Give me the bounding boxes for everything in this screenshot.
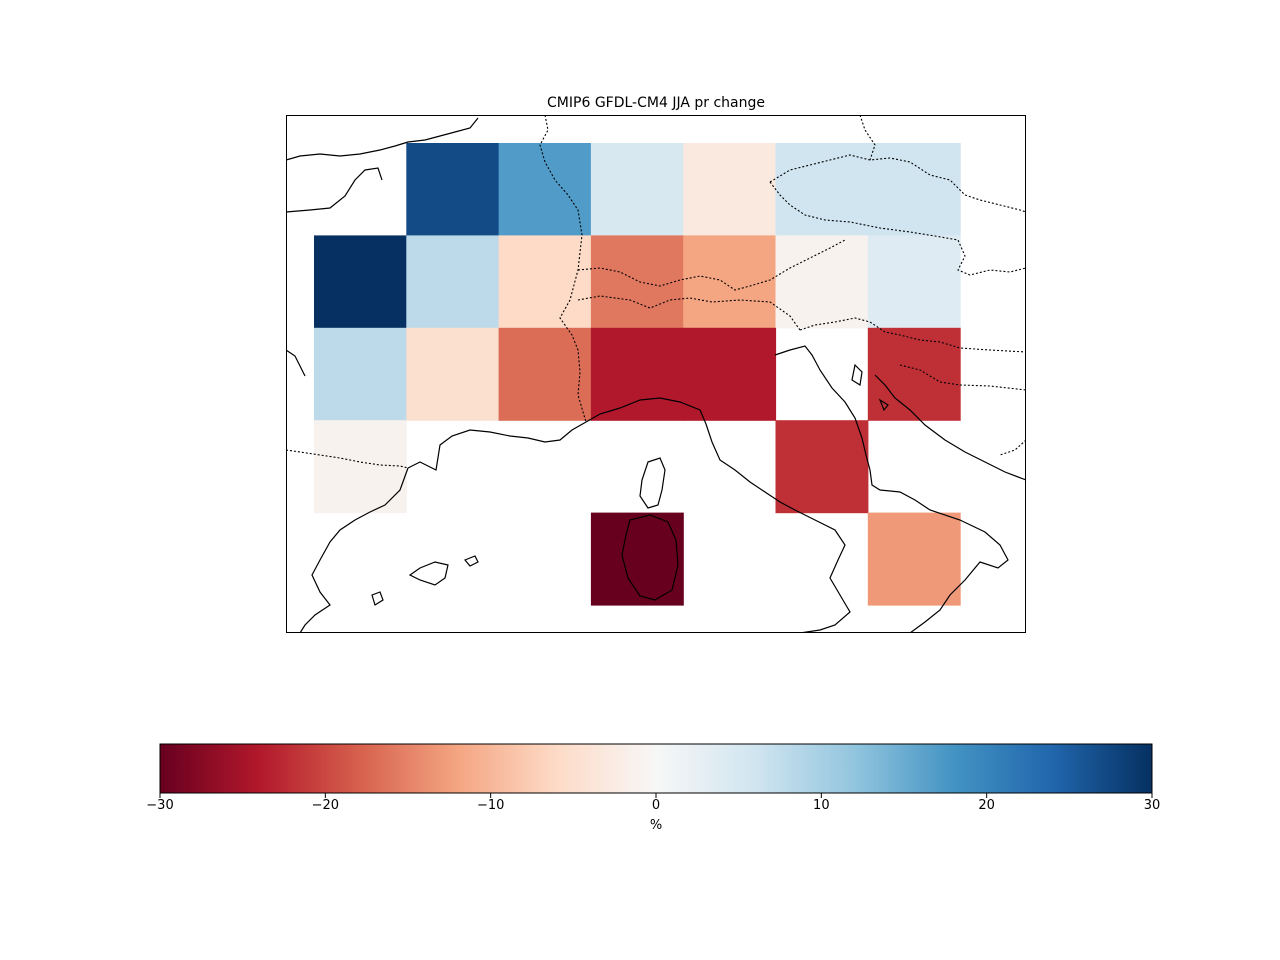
colorbar-ticks: −30 −20 −10 0 10 20 30: [146, 793, 1160, 813]
heatmap-cell-r0-c6: [867, 143, 961, 236]
colorbar: −30 −20 −10 0 10 20 30 %: [146, 743, 1160, 833]
colorbar-tick-label: 10: [813, 798, 830, 813]
chart-title: CMIP6 GFDL-CM4 JJA pr change: [547, 95, 765, 111]
colorbar-tick-label: 0: [652, 798, 660, 813]
heatmap-cell-r1-c2: [498, 235, 592, 329]
heatmap-cell-r2-c1: [406, 327, 500, 421]
heatmap-cell-r0-c1: [406, 143, 500, 236]
colorbar-tick-label: −20: [312, 798, 339, 813]
map-frame: [286, 115, 1026, 633]
colorbar-tick-label: 30: [1144, 798, 1161, 813]
colorbar-label: %: [650, 818, 662, 833]
heatmap-cell-r1-c1: [406, 235, 500, 329]
coastlines: [286, 117, 1026, 633]
heatmap-cells: [314, 143, 961, 606]
heatmap-cell-r2-c2: [498, 327, 592, 421]
colorbar-tick-label: −10: [477, 798, 504, 813]
colorbar-tick-label: −30: [146, 798, 173, 813]
heatmap-cell-r0-c5: [775, 143, 869, 236]
heatmap-cell-r2-c3: [590, 327, 684, 421]
heatmap-cell-r2-c0: [314, 327, 407, 421]
heatmap-cell-r1-c5: [775, 235, 869, 329]
heatmap-cell-r0-c4: [683, 143, 777, 236]
colorbar-tick-label: 20: [978, 798, 995, 813]
heatmap-cell-r3-c0: [314, 420, 407, 514]
heatmap-cell-r4-c3: [590, 512, 684, 606]
heatmap-cell-r0-c3: [590, 143, 684, 236]
country-borders: [286, 115, 1026, 469]
heatmap-cell-r1-c6: [867, 235, 961, 329]
heatmap-cell-r3-c5: [775, 420, 869, 514]
map-area: [286, 115, 1026, 633]
heatmap-cell-r1-c0: [314, 235, 407, 329]
heatmap-cell-r1-c3: [590, 235, 684, 329]
heatmap-cell-r1-c4: [683, 235, 777, 329]
heatmap-cell-r2-c6: [867, 327, 961, 421]
heatmap-cell-r2-c4: [683, 327, 777, 421]
heatmap-cell-r0-c2: [498, 143, 592, 236]
heatmap-cell-r4-c6: [867, 512, 961, 606]
colorbar-gradient: [159, 743, 1153, 794]
